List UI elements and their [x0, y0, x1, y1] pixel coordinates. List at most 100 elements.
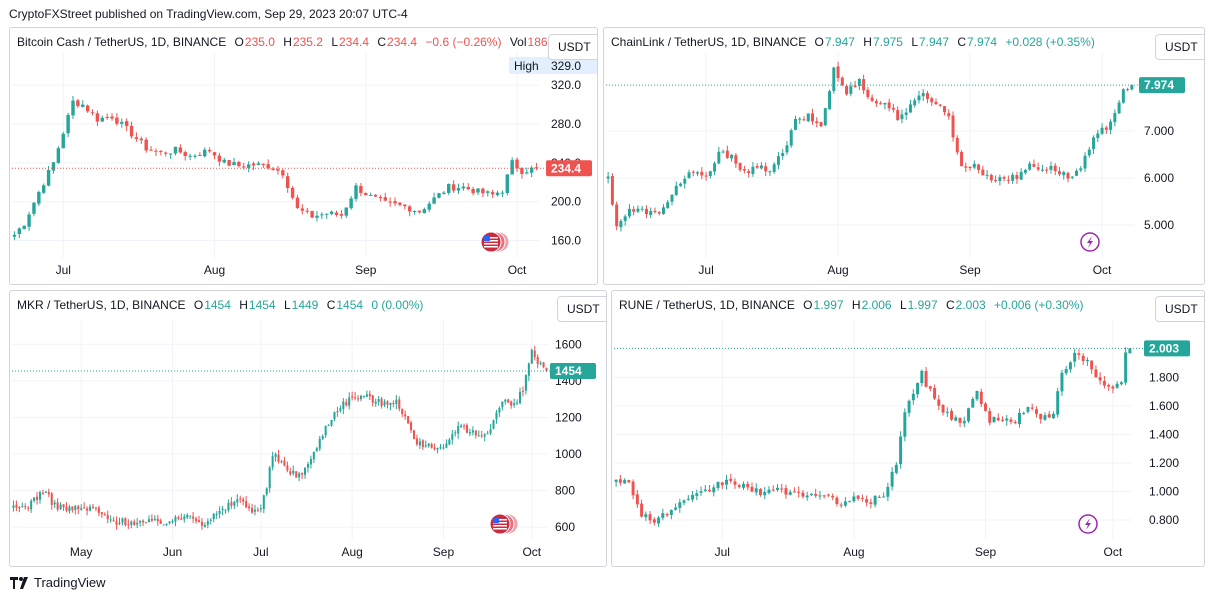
candle-body: [401, 408, 404, 415]
candle-body: [737, 485, 741, 487]
candle-body: [171, 521, 174, 523]
candle-body: [421, 440, 424, 448]
candle-body: [516, 402, 519, 404]
candle-body: [222, 159, 226, 163]
candle-body: [747, 171, 751, 174]
currency-button-link[interactable]: USDT: [1155, 34, 1204, 60]
candle-body: [1087, 149, 1091, 156]
candle-body: [62, 504, 65, 508]
candle-body: [377, 398, 380, 402]
candle-body: [648, 514, 652, 521]
candle-body: [83, 507, 86, 509]
candle-body: [1006, 179, 1010, 181]
candle-body: [674, 185, 678, 195]
candle-body: [758, 488, 762, 495]
candle-body: [336, 411, 339, 413]
candle-body: [33, 497, 36, 501]
candle-body: [908, 104, 912, 113]
candle-body: [1098, 377, 1102, 381]
candle-body: [866, 89, 870, 97]
candle-body: [730, 154, 734, 159]
candle-body: [315, 448, 318, 452]
candle-body: [468, 432, 471, 434]
x-tick-label: Sep: [975, 545, 997, 559]
candle-body: [100, 512, 103, 515]
candle-body: [776, 156, 780, 165]
candle-body: [653, 210, 657, 212]
candle-body: [261, 163, 266, 165]
last-price-tag: [1139, 77, 1185, 94]
candle-body: [1077, 353, 1081, 355]
legend-close: 1454: [336, 298, 364, 312]
candle-body: [174, 516, 177, 522]
candle-body: [623, 480, 627, 484]
candle-body: [236, 499, 239, 503]
candle-body: [627, 208, 631, 217]
candle-body: [177, 517, 180, 519]
candle-body: [1028, 163, 1032, 170]
candle-body: [1090, 360, 1094, 370]
candle-body: [354, 185, 358, 199]
candle-body: [665, 514, 669, 516]
candle-body: [310, 211, 314, 218]
candle-body: [321, 436, 324, 440]
candle-body: [292, 470, 295, 474]
high-tag: [509, 57, 597, 74]
candle-body: [91, 506, 95, 508]
candle-body: [418, 441, 421, 446]
candle-body: [37, 191, 41, 204]
candle-body: [65, 506, 68, 511]
candle-body: [683, 178, 687, 184]
chart-panel-rune[interactable]: 0.800 1.000 1.200 1.400 1.600 1.800 Jul Aug Sep O…: [611, 290, 1205, 567]
legend-open: 235.0: [244, 35, 275, 49]
candle-body: [792, 491, 796, 493]
last-price-label: 234.4: [551, 161, 581, 175]
chart-panel-link[interactable]: 5.000 6.000 7.000 Jul Aug Sep Oct 7.974 ChainLi…: [603, 27, 1205, 285]
candle-body: [404, 414, 407, 417]
candle-body: [848, 501, 852, 503]
candle-body: [209, 519, 212, 521]
candle-body: [495, 192, 500, 196]
candle-body: [996, 417, 1000, 421]
x-tick-label: May: [70, 545, 93, 559]
candle-body: [486, 433, 489, 435]
chart-panel-bch[interactable]: 160.0200.0240.0280.0320.0JulAugSepOct234…: [9, 27, 598, 285]
candle-body: [1111, 386, 1115, 389]
candle-body: [18, 507, 21, 509]
candle-body: [515, 159, 519, 169]
legend-open: 1454: [204, 298, 231, 312]
candle-body: [826, 494, 830, 496]
candle-body: [981, 169, 985, 176]
candle-body: [985, 174, 989, 176]
candle-body: [268, 467, 271, 489]
candle-body: [373, 194, 378, 197]
candle-body: [505, 174, 509, 194]
candle-body: [989, 174, 993, 181]
candle-body: [103, 514, 106, 516]
candle-body: [1032, 164, 1036, 167]
currency-button-rune[interactable]: USDT: [1155, 296, 1204, 322]
chart-panel-mkr[interactable]: 600 800 1000 1200 1400 1600 May Jun Jul Aug Sep Oct…: [9, 290, 607, 567]
candle-body: [422, 209, 427, 214]
currency-button-mkr[interactable]: USDT: [557, 296, 606, 322]
lightning-icon: [1078, 514, 1098, 534]
candle-body: [461, 186, 466, 189]
candle-body: [873, 495, 877, 505]
candle-body: [615, 204, 619, 227]
candle-body: [649, 210, 653, 216]
candle-body: [465, 425, 469, 433]
candle-body: [542, 362, 545, 368]
candle-body: [513, 403, 516, 406]
candle-body: [691, 171, 695, 173]
candle-body: [471, 430, 474, 433]
y-tick-label: 1.800: [1149, 370, 1179, 384]
candle-body: [869, 502, 873, 504]
last-price-label: 2.003: [1149, 341, 1179, 355]
candle-body: [938, 104, 942, 106]
candle-body: [945, 411, 949, 413]
currency-button-bch[interactable]: USDT: [548, 34, 597, 60]
y-tick-label: 800: [555, 484, 575, 498]
candle-body: [627, 480, 631, 483]
candle-body: [203, 149, 207, 157]
footer-brand[interactable]: TradingView: [34, 575, 106, 590]
